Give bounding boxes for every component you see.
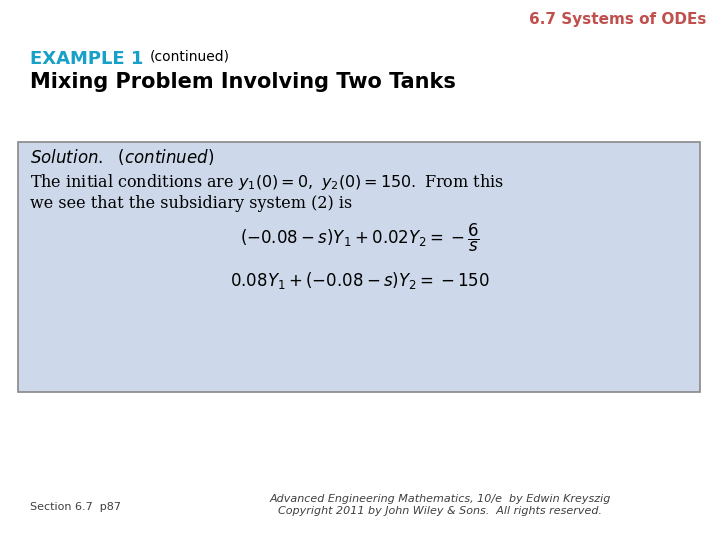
Text: Mixing Problem Involving Two Tanks: Mixing Problem Involving Two Tanks (30, 72, 456, 92)
Text: (continued): (continued) (150, 50, 230, 64)
FancyBboxPatch shape (18, 142, 700, 392)
Text: The initial conditions are $y_1(0) = 0,\ y_2(0) = 150.$ From this: The initial conditions are $y_1(0) = 0,\… (30, 172, 504, 192)
Text: $\mathit{Solution.}$  $\mathit{(continued)}$: $\mathit{Solution.}$ $\mathit{(continued… (30, 147, 215, 167)
Text: 6.7 Systems of ODEs: 6.7 Systems of ODEs (528, 12, 706, 27)
Text: Copyright 2011 by John Wiley & Sons.  All rights reserved.: Copyright 2011 by John Wiley & Sons. All… (278, 506, 602, 516)
Text: $(-0.08-s)Y_1+0.02Y_2 = -\dfrac{6}{s}$: $(-0.08-s)Y_1+0.02Y_2 = -\dfrac{6}{s}$ (240, 222, 480, 254)
Text: Advanced Engineering Mathematics, 10/e  by Edwin Kreyszig: Advanced Engineering Mathematics, 10/e b… (269, 494, 611, 504)
Text: $0.08Y_1+(-0.08-s)Y_2 = -150$: $0.08Y_1+(-0.08-s)Y_2 = -150$ (230, 270, 490, 291)
Text: EXAMPLE 1: EXAMPLE 1 (30, 50, 143, 68)
Text: we see that the subsidiary system (2) is: we see that the subsidiary system (2) is (30, 195, 352, 212)
Text: Section 6.7  p87: Section 6.7 p87 (30, 502, 121, 512)
